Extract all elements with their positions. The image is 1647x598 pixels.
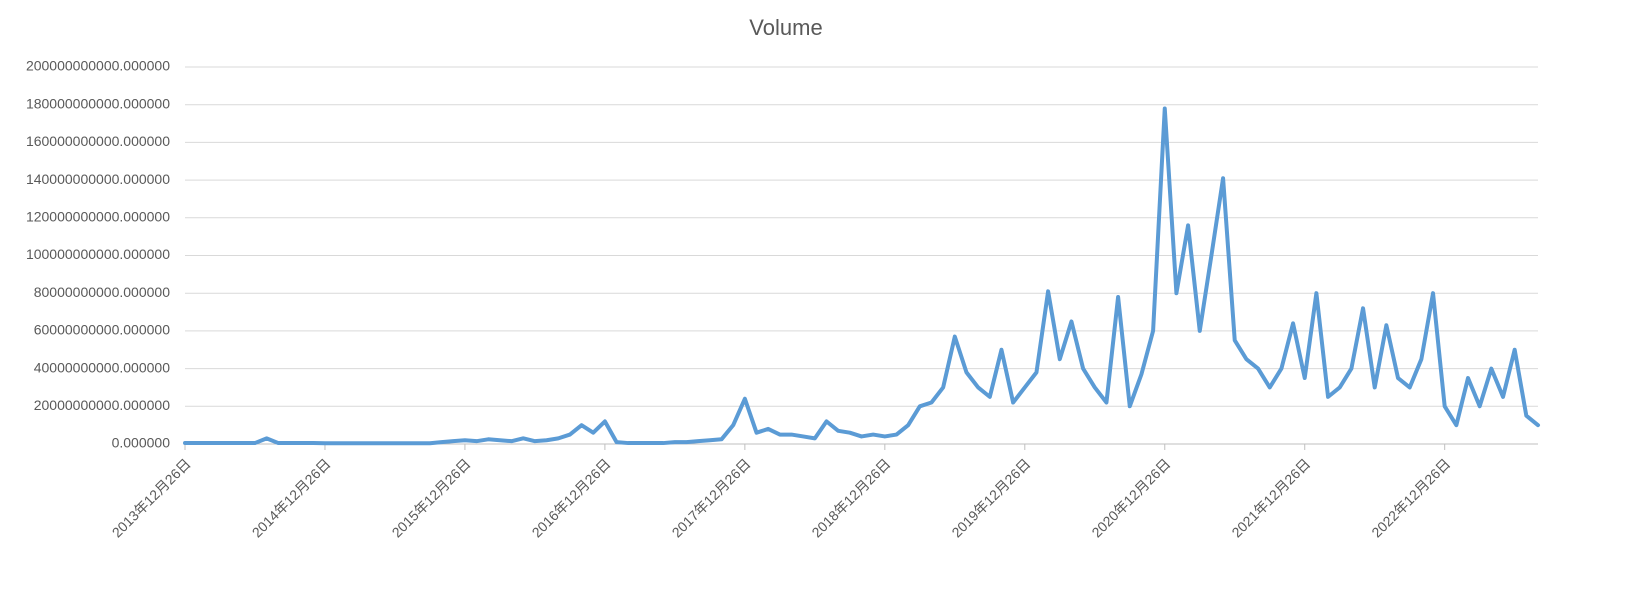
x-tick-label: 2021年12月26日 xyxy=(1228,455,1313,540)
y-tick-label: 160000000000.000000 xyxy=(26,133,170,149)
x-tick-label: 2022年12月26日 xyxy=(1368,455,1453,540)
y-tick-label: 80000000000.000000 xyxy=(34,284,170,300)
x-tick-label: 2017年12月26日 xyxy=(669,455,754,540)
y-tick-label: 100000000000.000000 xyxy=(26,246,170,262)
y-tick-label: 20000000000.000000 xyxy=(34,397,170,413)
x-tick-label: 2019年12月26日 xyxy=(948,455,1033,540)
y-tick-label: 120000000000.000000 xyxy=(26,209,170,225)
x-tick-label: 2014年12月26日 xyxy=(249,455,334,540)
y-tick-label: 60000000000.000000 xyxy=(34,322,170,338)
y-tick-label: 200000000000.000000 xyxy=(26,58,170,74)
chart-title: Volume xyxy=(749,15,822,40)
y-tick-label: 140000000000.000000 xyxy=(26,171,170,187)
x-tick-label: 2013年12月26日 xyxy=(109,455,194,540)
series-line xyxy=(183,106,1540,446)
y-tick-label: 40000000000.000000 xyxy=(34,359,170,375)
x-tick-label: 2015年12月26日 xyxy=(389,455,474,540)
x-tick-label: 2016年12月26日 xyxy=(529,455,614,540)
y-tick-label: 180000000000.000000 xyxy=(26,95,170,111)
x-tick-label: 2020年12月26日 xyxy=(1088,455,1173,540)
x-tick-label: 2018年12月26日 xyxy=(809,455,894,540)
y-tick-label: 0.000000 xyxy=(112,435,171,451)
